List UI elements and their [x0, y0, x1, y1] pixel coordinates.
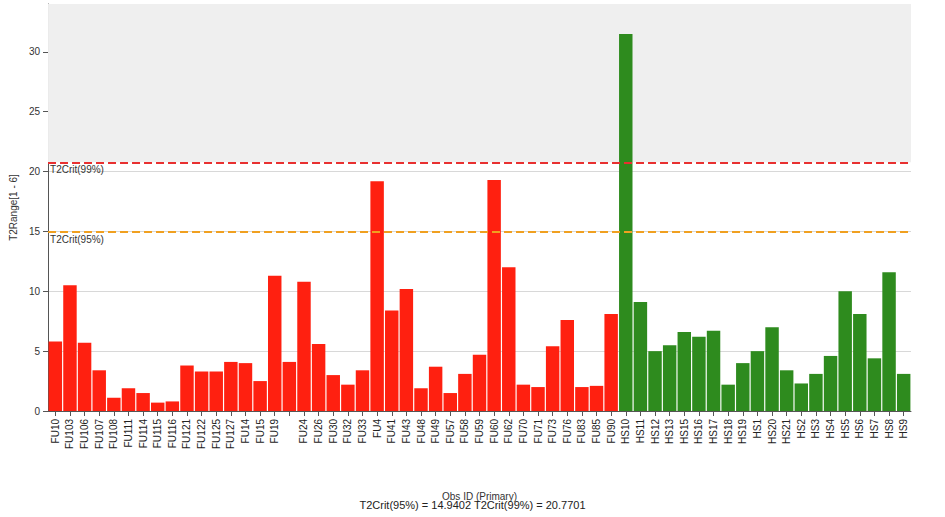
svg-text:10: 10 — [29, 286, 41, 297]
svg-text:HS5: HS5 — [840, 419, 851, 439]
svg-text:FU33: FU33 — [357, 419, 368, 444]
svg-text:FU19: FU19 — [269, 419, 280, 444]
svg-text:FU115: FU115 — [152, 419, 163, 449]
svg-text:FU121: FU121 — [181, 419, 192, 449]
svg-text:T2Range[1 - 6]: T2Range[1 - 6] — [8, 174, 19, 241]
svg-text:FU70: FU70 — [518, 419, 529, 444]
svg-text:15: 15 — [29, 226, 41, 237]
svg-text:FU71: FU71 — [533, 419, 544, 444]
svg-text:FU49: FU49 — [430, 419, 441, 444]
svg-text:25: 25 — [29, 106, 41, 117]
svg-text:T2Crit(99%): T2Crit(99%) — [50, 164, 104, 175]
svg-text:5: 5 — [34, 346, 40, 357]
svg-text:FU62: FU62 — [503, 419, 514, 444]
svg-text:FU30: FU30 — [328, 419, 339, 444]
svg-text:FU32: FU32 — [342, 419, 353, 444]
svg-text:FU90: FU90 — [606, 419, 617, 444]
svg-text:FU10: FU10 — [50, 419, 61, 444]
svg-text:Obs ID (Primary): Obs ID (Primary) — [442, 490, 517, 502]
svg-text:FU111: FU111 — [123, 419, 134, 448]
svg-text:HS18: HS18 — [723, 419, 734, 444]
svg-text:FU122: FU122 — [196, 419, 207, 449]
svg-text:FU24: FU24 — [298, 419, 309, 444]
svg-text:FU57: FU57 — [445, 419, 456, 444]
svg-text:FU116: FU116 — [167, 419, 178, 449]
svg-text:HS20: HS20 — [767, 419, 778, 444]
svg-text:HS11: HS11 — [635, 419, 646, 444]
svg-text:HS6: HS6 — [854, 419, 865, 439]
svg-text:HS8: HS8 — [884, 419, 895, 439]
svg-text:HS17: HS17 — [708, 419, 719, 444]
svg-text:FU14: FU14 — [240, 419, 251, 444]
svg-text:FU58: FU58 — [459, 419, 470, 444]
svg-text:FU41: FU41 — [386, 419, 397, 444]
svg-text:FU15: FU15 — [255, 419, 266, 444]
svg-text:0: 0 — [34, 406, 40, 417]
svg-text:30: 30 — [29, 46, 41, 57]
svg-text:FU83: FU83 — [576, 419, 587, 444]
svg-text:FU125: FU125 — [211, 419, 222, 449]
svg-text:FU106: FU106 — [79, 419, 90, 449]
svg-text:HS12: HS12 — [650, 419, 661, 444]
svg-text:FU103: FU103 — [64, 419, 75, 449]
svg-text:FU85: FU85 — [591, 419, 602, 444]
svg-text:T2Crit(95%) = 14.9402 T2Crit(9: T2Crit(95%) = 14.9402 T2Crit(99%) = 20.7… — [359, 499, 585, 511]
svg-text:HS21: HS21 — [781, 419, 792, 444]
svg-text:HS15: HS15 — [679, 419, 690, 444]
svg-text:HS2: HS2 — [796, 419, 807, 439]
svg-text:FU48: FU48 — [416, 419, 427, 444]
svg-text:FU107: FU107 — [94, 419, 105, 449]
svg-text:FU76: FU76 — [562, 419, 573, 444]
svg-text:FU108: FU108 — [108, 419, 119, 449]
svg-text:HS19: HS19 — [737, 419, 748, 444]
svg-text:HS4: HS4 — [825, 419, 836, 439]
svg-text:T2Crit(95%): T2Crit(95%) — [50, 234, 104, 245]
svg-text:FU43: FU43 — [401, 419, 412, 444]
svg-text:HS16: HS16 — [693, 419, 704, 444]
svg-text:FU59: FU59 — [474, 419, 485, 444]
svg-text:FU60: FU60 — [489, 419, 500, 444]
svg-text:FU73: FU73 — [547, 419, 558, 444]
svg-text:FU127: FU127 — [225, 419, 236, 449]
svg-text:20: 20 — [29, 166, 41, 177]
svg-text:HS9: HS9 — [898, 419, 909, 439]
svg-text:FU114: FU114 — [138, 419, 149, 449]
svg-text:HS13: HS13 — [664, 419, 675, 444]
svg-text:HS1: HS1 — [752, 419, 763, 439]
svg-text:FU4: FU4 — [372, 419, 383, 438]
svg-text:HS3: HS3 — [810, 419, 821, 439]
svg-text:FU26: FU26 — [313, 419, 324, 444]
svg-text:HS10: HS10 — [620, 419, 631, 444]
svg-text:HS7: HS7 — [869, 419, 880, 439]
